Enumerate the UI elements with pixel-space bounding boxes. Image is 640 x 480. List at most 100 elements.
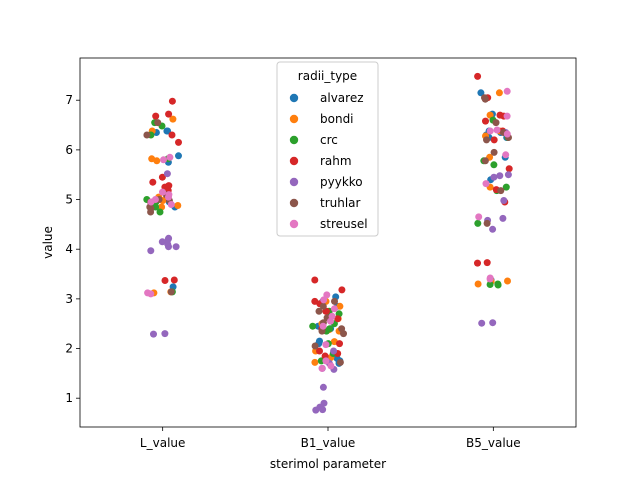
data-point-alvarez [163, 127, 171, 135]
data-point-rahm [336, 340, 343, 348]
data-point-truhlar [147, 208, 155, 216]
legend-marker-bondi [289, 114, 299, 124]
data-point-streusel [327, 362, 335, 370]
data-point-rahm [505, 165, 513, 173]
legend-marker-rahm [289, 156, 299, 166]
data-point-streusel [493, 126, 501, 134]
legend-marker-alvarez [289, 93, 299, 103]
data-point-truhlar [481, 157, 489, 165]
data-point-streusel [320, 296, 328, 304]
x-axis: L_value B1_value B5_value [140, 427, 521, 450]
data-point-streusel [160, 156, 167, 164]
data-point-rahm [490, 136, 498, 144]
legend-label-alvarez: alvarez [320, 91, 364, 105]
legend-marker-pyykko [289, 177, 299, 187]
data-point-streusel [166, 153, 174, 161]
data-point-pyykko [489, 225, 497, 233]
data-point-bondi [336, 302, 344, 310]
data-point-pyykko [172, 243, 180, 251]
data-point-truhlar [497, 187, 505, 195]
data-point-bondi [174, 202, 182, 209]
data-point-streusel [486, 275, 494, 283]
data-point-rahm [158, 173, 166, 181]
data-point-truhlar [315, 307, 323, 315]
data-point-streusel [159, 188, 166, 196]
data-point-streusel [323, 291, 331, 299]
data-point-bondi [474, 280, 482, 288]
data-point-pyykko [319, 406, 327, 414]
points-layer [143, 72, 513, 414]
data-point-bondi [495, 89, 503, 97]
data-point-streusel [482, 180, 490, 188]
legend-label-pyykko: pyykko [320, 175, 363, 189]
data-point-truhlar [319, 302, 327, 310]
legend-label-rahm: rahm [320, 154, 352, 168]
data-point-streusel [165, 193, 172, 201]
data-point-pyykko [158, 238, 166, 246]
data-point-bondi [504, 277, 511, 285]
data-point-truhlar [143, 131, 151, 139]
data-point-pyykko [163, 170, 171, 178]
data-point-streusel [147, 198, 155, 206]
data-point-pyykko [150, 330, 157, 338]
legend-title: radii_type [298, 69, 357, 83]
data-point-pyykko [478, 319, 486, 327]
data-point-alvarez [477, 89, 485, 97]
data-point-truhlar [154, 119, 162, 127]
legend-box [276, 61, 379, 237]
data-point-rahm [316, 347, 323, 355]
data-point-streusel [322, 357, 330, 365]
data-point-rahm [170, 276, 178, 284]
data-point-pyykko [319, 383, 327, 391]
data-point-rahm [311, 276, 319, 284]
data-point-bondi [153, 157, 161, 165]
legend-marker-truhlar [289, 198, 299, 208]
data-point-streusel [319, 322, 327, 330]
data-point-pyykko [489, 319, 497, 327]
data-point-pyykko [330, 347, 338, 355]
legend-marker-streusel [289, 219, 299, 229]
data-point-truhlar [340, 330, 347, 338]
data-point-rahm [338, 286, 346, 294]
data-point-truhlar [336, 358, 344, 366]
legend-marker-crc [289, 135, 299, 145]
data-point-rahm [483, 259, 491, 267]
legend-label-crc: crc [320, 133, 338, 147]
data-point-rahm [474, 259, 481, 267]
data-point-bondi [169, 115, 177, 123]
data-point-crc [490, 161, 498, 169]
y-axis-title: value [41, 226, 55, 259]
data-point-alvarez [175, 152, 182, 160]
data-point-rahm [175, 138, 182, 146]
data-point-rahm [161, 277, 169, 284]
y-tick-label: 3 [65, 292, 73, 306]
data-point-crc [486, 281, 494, 288]
y-tick-label: 7 [65, 93, 73, 107]
data-point-pyykko [490, 173, 498, 181]
data-point-crc [494, 281, 502, 289]
data-point-truhlar [490, 148, 498, 156]
y-tick-label: 5 [65, 193, 73, 207]
data-point-rahm [168, 97, 176, 105]
y-tick-label: 2 [65, 342, 73, 356]
data-point-truhlar [483, 219, 491, 227]
data-point-truhlar [492, 119, 500, 127]
data-point-crc [474, 219, 482, 227]
data-point-streusel [475, 213, 483, 221]
data-point-streusel [327, 317, 334, 325]
data-point-pyykko [161, 330, 169, 338]
data-point-pyykko [504, 171, 512, 179]
data-point-streusel [167, 201, 175, 208]
data-point-crc [156, 208, 164, 216]
x-tick-label: L_value [140, 436, 185, 450]
y-tick-label: 6 [65, 143, 73, 157]
legend-label-bondi: bondi [320, 112, 354, 126]
data-point-streusel [503, 87, 511, 95]
data-point-truhlar [167, 288, 175, 296]
data-point-rahm [482, 117, 489, 125]
x-tick-label: B1_value [301, 436, 356, 450]
y-tick-label: 4 [65, 242, 73, 256]
y-tick-label: 1 [65, 391, 73, 405]
data-point-rahm [149, 178, 157, 186]
